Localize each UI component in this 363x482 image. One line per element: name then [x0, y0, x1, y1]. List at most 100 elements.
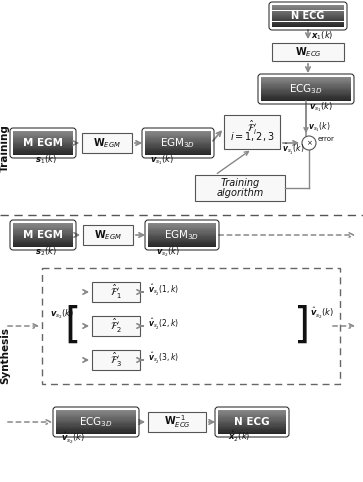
Bar	[56, 431, 136, 433]
Bar	[261, 93, 351, 94]
Bar	[272, 17, 344, 18]
Bar	[272, 16, 344, 17]
Circle shape	[302, 136, 316, 150]
Text: [: [	[64, 305, 80, 347]
Text: $\hat{\mathcal{F}}_1'$: $\hat{\mathcal{F}}_1'$	[110, 283, 122, 301]
Bar	[13, 141, 73, 142]
Text: M EGM: M EGM	[23, 138, 63, 148]
Bar	[56, 411, 136, 413]
Bar	[145, 131, 211, 132]
Bar	[261, 95, 351, 96]
Bar	[148, 235, 216, 236]
Text: $\mathrm{EGM}_{3D}$: $\mathrm{EGM}_{3D}$	[160, 136, 196, 150]
Bar	[261, 100, 351, 101]
Bar	[56, 414, 136, 415]
Bar	[145, 132, 211, 134]
Bar	[218, 414, 286, 415]
Bar	[272, 22, 344, 23]
Bar	[13, 241, 73, 242]
Bar	[56, 428, 136, 429]
Bar	[261, 88, 351, 89]
Text: $\boldsymbol{v}_{s_2}(k)$: $\boldsymbol{v}_{s_2}(k)$	[156, 245, 180, 258]
Text: $\hat{\mathcal{F}}_3'$: $\hat{\mathcal{F}}_3'$	[110, 351, 122, 369]
Text: Training: Training	[220, 178, 260, 188]
Bar	[272, 26, 344, 27]
Bar	[145, 141, 211, 142]
Bar	[145, 147, 211, 148]
Bar	[56, 410, 136, 411]
Text: $\mathrm{ECG}_{3D}$: $\mathrm{ECG}_{3D}$	[289, 82, 323, 96]
Bar	[261, 94, 351, 95]
Bar	[13, 240, 73, 241]
Bar	[13, 244, 73, 246]
Text: $\hat{\boldsymbol{x}}_2(k)$: $\hat{\boldsymbol{x}}_2(k)$	[228, 430, 250, 444]
Bar	[56, 423, 136, 424]
Bar	[145, 139, 211, 141]
Bar	[272, 11, 344, 12]
Bar	[272, 14, 344, 15]
Bar	[148, 243, 216, 244]
Bar	[13, 147, 73, 148]
Bar	[261, 85, 351, 87]
Text: $\mathrm{EGM}_{3D}$: $\mathrm{EGM}_{3D}$	[164, 228, 200, 242]
Bar	[272, 6, 344, 7]
Bar	[13, 224, 73, 226]
Bar	[56, 420, 136, 421]
Bar	[56, 413, 136, 414]
Bar	[148, 238, 216, 239]
Bar	[218, 427, 286, 428]
Bar	[261, 99, 351, 100]
Bar	[148, 226, 216, 227]
Text: $\boldsymbol{x}_1(k)$: $\boldsymbol{x}_1(k)$	[311, 29, 334, 41]
Bar	[272, 25, 344, 26]
Bar	[218, 433, 286, 434]
Bar	[13, 154, 73, 155]
Bar	[13, 146, 73, 147]
FancyBboxPatch shape	[83, 225, 133, 245]
Text: N ECG: N ECG	[234, 417, 270, 427]
Bar	[272, 5, 344, 6]
Bar	[272, 20, 344, 22]
Text: $\hat{\boldsymbol{v}}_{s_2}(2,k)$: $\hat{\boldsymbol{v}}_{s_2}(2,k)$	[148, 317, 179, 332]
Bar	[218, 430, 286, 431]
Bar	[148, 230, 216, 231]
Bar	[272, 13, 344, 14]
Bar	[272, 18, 344, 19]
Text: $\times$: $\times$	[306, 139, 313, 147]
Bar	[145, 137, 211, 138]
Bar	[13, 139, 73, 141]
Bar	[145, 144, 211, 146]
Bar	[13, 229, 73, 230]
Text: N ECG: N ECG	[291, 11, 325, 21]
Bar	[145, 151, 211, 153]
Bar	[56, 424, 136, 426]
Text: $\boldsymbol{s}_2(k)$: $\boldsymbol{s}_2(k)$	[35, 245, 57, 257]
Bar	[13, 142, 73, 143]
Text: $\mathrm{ECG}_{3D}$: $\mathrm{ECG}_{3D}$	[79, 415, 113, 429]
Bar	[261, 80, 351, 82]
Text: $\hat{\boldsymbol{v}}_{s_1}(k)$: $\hat{\boldsymbol{v}}_{s_1}(k)$	[282, 142, 304, 157]
Bar	[218, 423, 286, 424]
Text: $\hat{\boldsymbol{v}}_{s_2}(1,k)$: $\hat{\boldsymbol{v}}_{s_2}(1,k)$	[148, 282, 179, 297]
Bar	[218, 413, 286, 414]
Bar	[145, 134, 211, 136]
FancyBboxPatch shape	[92, 350, 140, 370]
Bar	[13, 223, 73, 224]
Text: $\hat{\boldsymbol{v}}_{s_2}(k)$: $\hat{\boldsymbol{v}}_{s_2}(k)$	[61, 430, 85, 445]
Bar	[13, 138, 73, 139]
Bar	[145, 142, 211, 143]
Bar	[218, 418, 286, 420]
Bar	[261, 87, 351, 88]
Bar	[13, 242, 73, 243]
Bar	[13, 150, 73, 151]
Bar	[148, 233, 216, 234]
Bar	[145, 153, 211, 154]
Bar	[13, 238, 73, 239]
Bar	[56, 418, 136, 420]
Bar	[148, 246, 216, 247]
Bar	[218, 417, 286, 418]
Bar	[272, 24, 344, 25]
Bar	[218, 416, 286, 417]
Bar	[148, 228, 216, 229]
Bar	[145, 150, 211, 151]
